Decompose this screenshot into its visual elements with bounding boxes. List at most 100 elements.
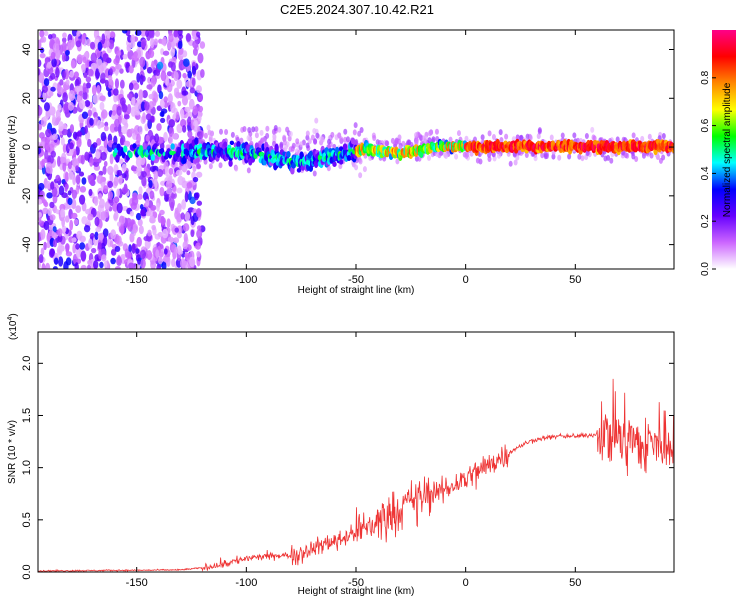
heatmap-cell <box>55 174 61 182</box>
heatmap-cell <box>46 192 53 199</box>
heatmap-cell <box>196 110 203 118</box>
heatmap-cell <box>122 104 128 113</box>
heatmap-cell <box>180 258 186 269</box>
heatmap-cell <box>150 37 155 49</box>
heatmap-cell <box>67 39 74 51</box>
snr-y-scale-close: ) <box>8 313 19 316</box>
heatmap-cell <box>113 93 118 103</box>
heatmap-cell <box>113 57 120 65</box>
heatmap-cell <box>337 132 342 139</box>
heatmap-cell <box>123 140 131 147</box>
heatmap-cell <box>141 175 147 187</box>
heatmap-cell <box>94 216 100 227</box>
heatmap-cell <box>114 118 120 127</box>
heatmap-cell <box>68 171 74 181</box>
heatmap-cell <box>67 101 75 111</box>
heatmap-cell <box>41 158 45 169</box>
heatmap-cell <box>38 68 41 76</box>
heatmap-cell <box>272 133 277 140</box>
heatmap-cell <box>38 232 42 243</box>
heatmap-cell <box>59 79 64 86</box>
heatmap-cell <box>196 250 201 258</box>
heatmap-cell <box>177 175 184 186</box>
heatmap-cell <box>100 72 106 83</box>
heatmap-cell <box>42 207 49 215</box>
heatmap-cell <box>40 229 46 240</box>
heatmap-cell <box>63 261 69 269</box>
figure-title: C2E5.2024.307.10.42.R21 <box>280 2 434 17</box>
x-tick-label: -50 <box>348 577 364 589</box>
heatmap-cell <box>140 101 146 112</box>
heatmap-cell <box>84 125 88 134</box>
heatmap-cell <box>87 259 93 266</box>
heatmap-cell <box>46 241 51 249</box>
heatmap-cell <box>133 50 138 58</box>
heatmap-cell <box>115 63 122 70</box>
heatmap-cell <box>352 129 357 136</box>
heatmap-cell <box>195 85 202 94</box>
heatmap-cell <box>113 88 119 96</box>
heatmap-cell <box>43 241 47 251</box>
heatmap-cell <box>296 167 302 173</box>
heatmap-cell <box>55 209 60 215</box>
heatmap-cell <box>299 141 304 148</box>
heatmap-cell <box>38 132 45 139</box>
heatmap-cell <box>199 132 204 139</box>
heatmap-cell <box>114 245 121 252</box>
heatmap-cell <box>82 56 87 64</box>
heatmap-cell <box>239 137 244 144</box>
heatmap-cell <box>38 146 42 155</box>
heatmap-cell <box>138 186 143 196</box>
y-tick-label: 1.5 <box>21 408 33 423</box>
heatmap-cell <box>190 229 195 238</box>
heatmap-cell <box>140 249 147 260</box>
heatmap-cell <box>110 257 116 265</box>
heatmap-cell <box>38 254 44 264</box>
heatmap-cell <box>54 37 60 44</box>
heatmap-cell <box>173 172 177 178</box>
heatmap-cell <box>95 151 101 160</box>
heatmap-cell <box>98 198 105 209</box>
heatmap-cell <box>38 105 43 116</box>
heatmap-cell <box>277 126 282 133</box>
heatmap-cells <box>38 30 674 269</box>
heatmap-cell <box>119 68 124 74</box>
heatmap-cell <box>124 248 129 258</box>
heatmap-cell <box>104 209 109 218</box>
heatmap-cell <box>61 128 69 136</box>
heatmap-cell <box>173 30 179 38</box>
heatmap-cell <box>288 130 293 137</box>
heatmap-cell <box>71 30 78 37</box>
heatmap-cell <box>491 133 496 140</box>
heatmap-cell <box>372 135 377 142</box>
heatmap-cell <box>358 172 363 179</box>
heatmap-cell <box>195 157 200 163</box>
heatmap-cell <box>200 68 205 78</box>
heatmap-cell <box>132 82 140 91</box>
heatmap-cell <box>131 243 136 254</box>
heatmap-cell <box>61 41 67 53</box>
heatmap-cell <box>108 39 115 50</box>
heatmap-cell <box>176 187 183 194</box>
heatmap-cell <box>107 180 114 189</box>
heatmap-cell <box>56 245 63 256</box>
heatmap-cell <box>456 130 461 137</box>
x-tick-label: -50 <box>348 274 364 286</box>
heatmap-cell <box>49 72 56 80</box>
snr-series-line <box>37 378 675 573</box>
heatmap-cell <box>537 127 542 134</box>
heatmap-cell <box>183 232 188 243</box>
heatmap-cell <box>191 77 196 87</box>
y-tick-label: 0.0 <box>21 564 33 579</box>
heatmap-cell <box>273 124 278 131</box>
heatmap-cell <box>182 125 187 133</box>
heatmap-cell <box>87 238 93 249</box>
heatmap-cell <box>85 76 92 83</box>
colorbar-tick-label: 0.4 <box>700 166 711 180</box>
heatmap-cell <box>359 126 364 133</box>
heatmap-cell <box>196 200 203 206</box>
heatmap-cell <box>104 121 109 127</box>
heatmap-cell <box>286 150 291 158</box>
heatmap-cell <box>175 91 181 99</box>
heatmap-cell <box>178 47 184 56</box>
